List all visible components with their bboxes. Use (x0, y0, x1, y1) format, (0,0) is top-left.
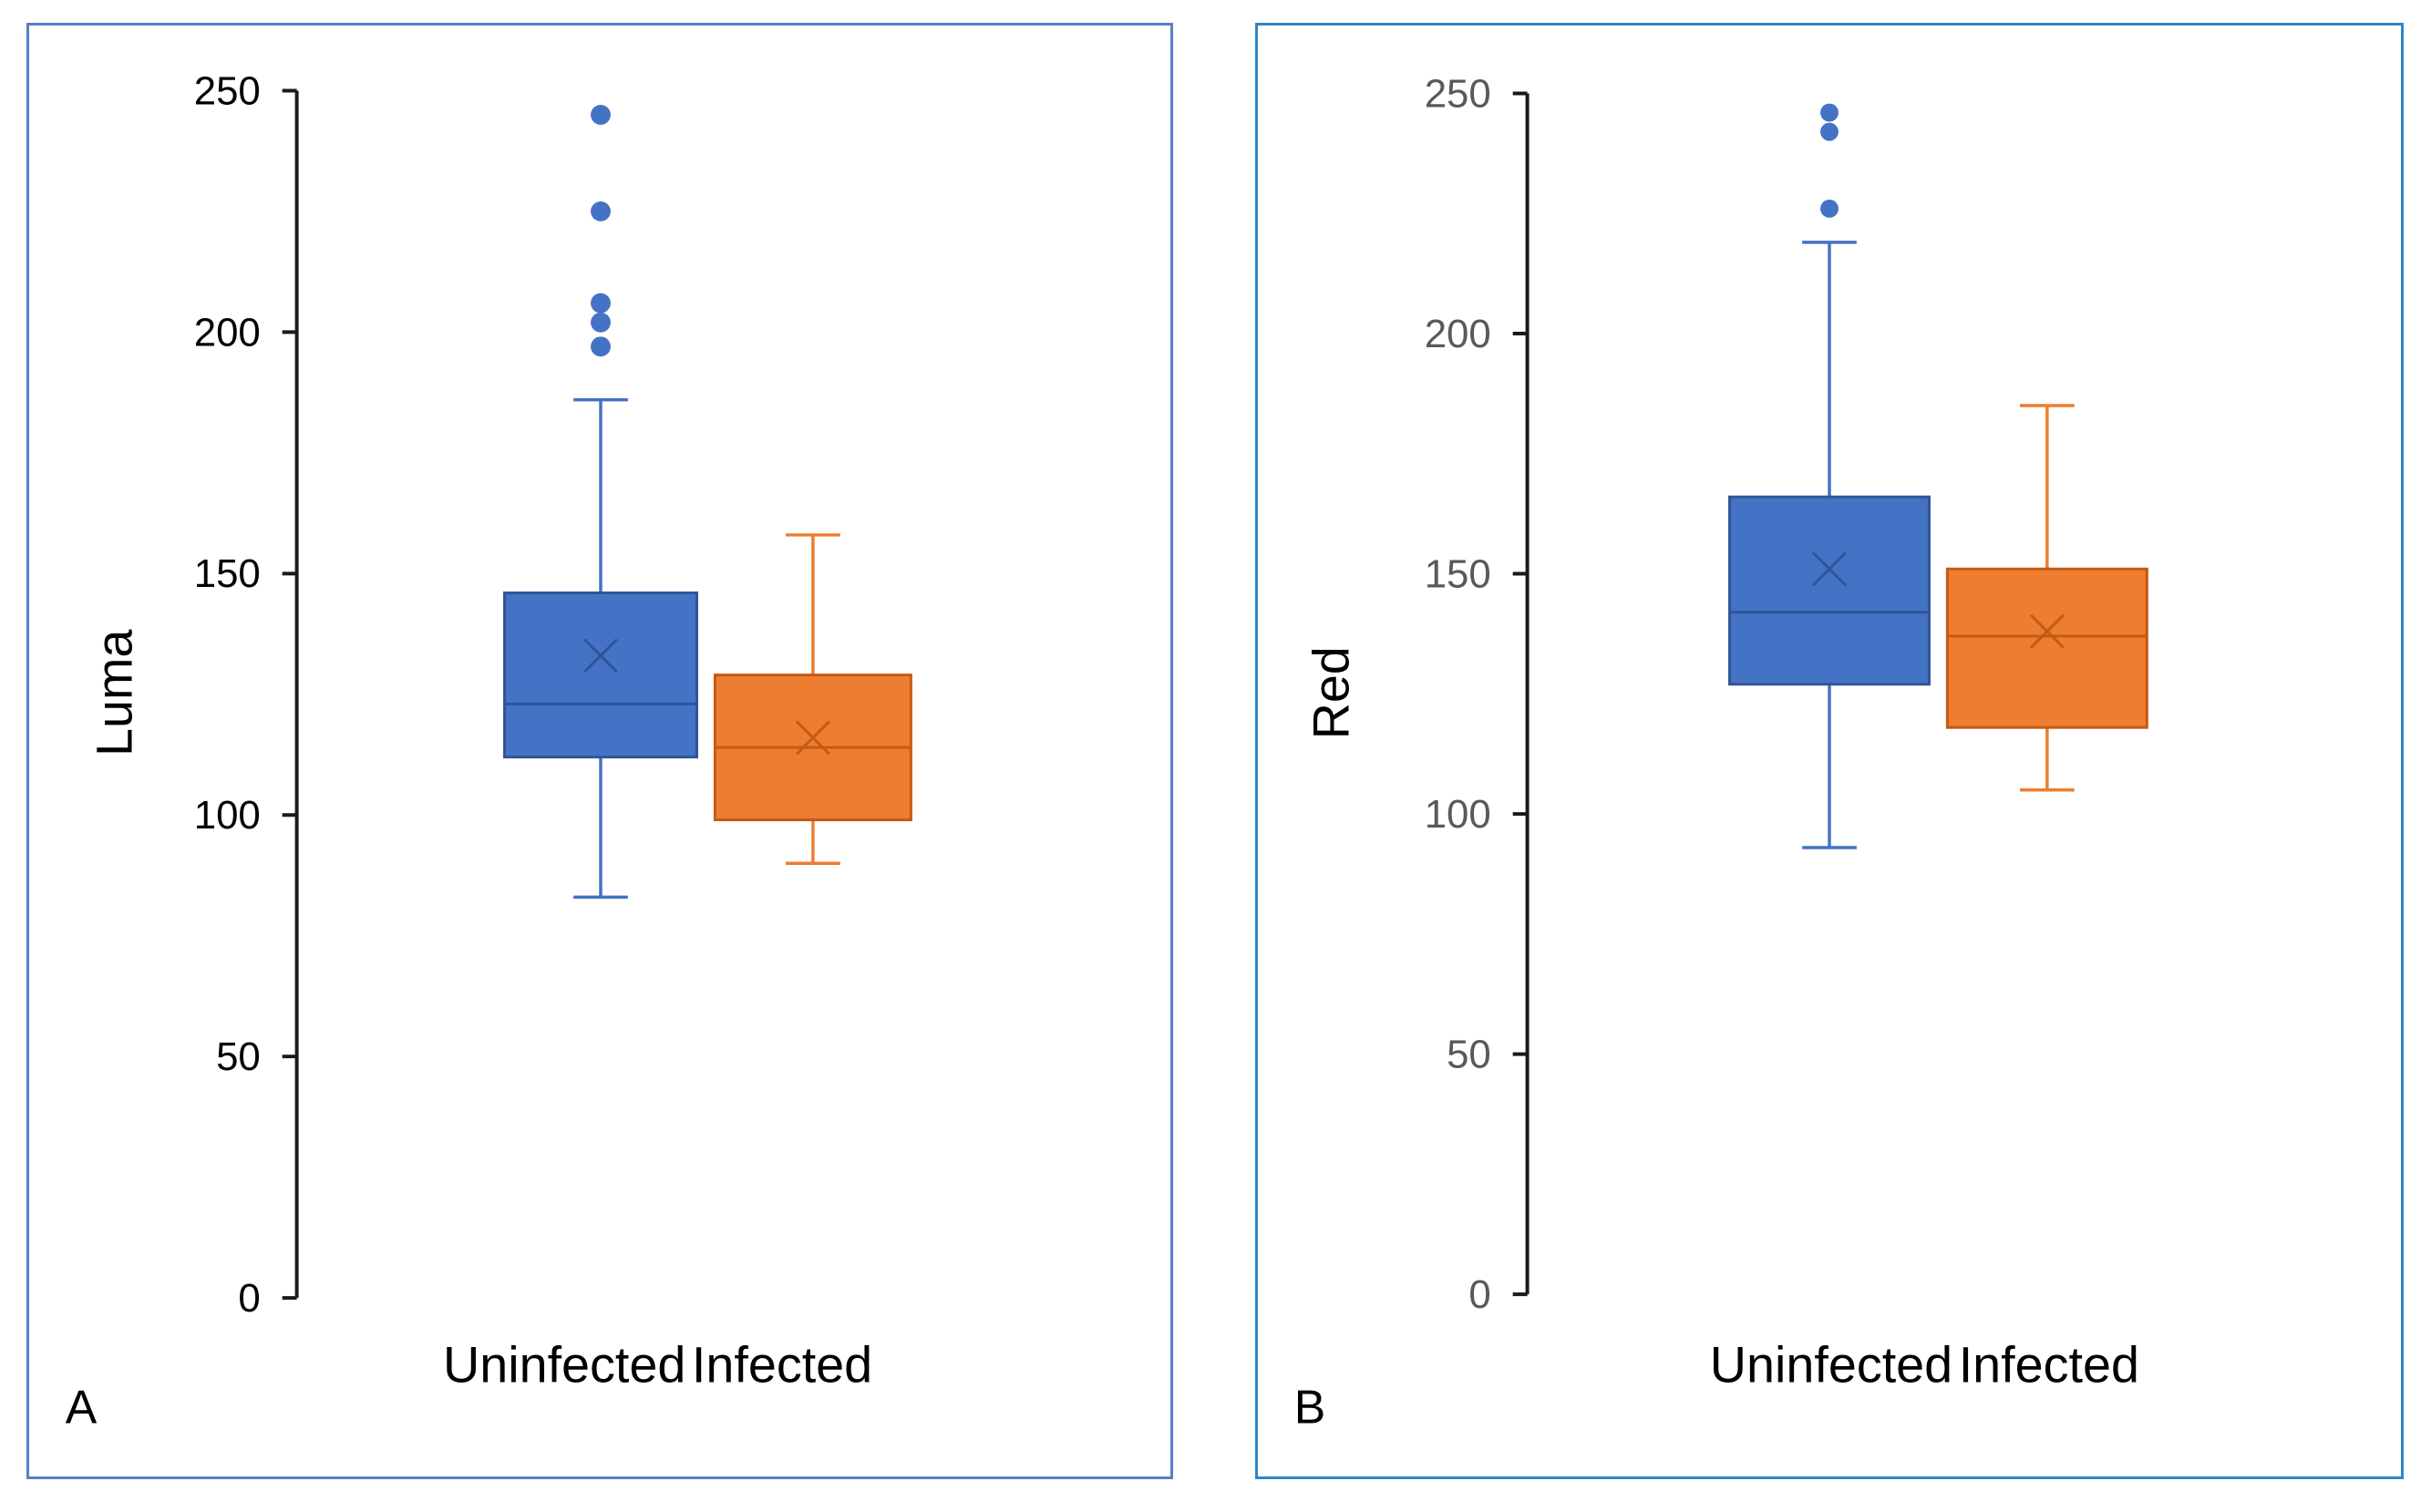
y-tick-label-100: 100 (1425, 792, 1491, 837)
infected-box (1945, 567, 2148, 729)
uninfected-box (1728, 495, 1931, 686)
uninfected-mean-marker (583, 638, 618, 674)
y-tick-label-50: 50 (1447, 1033, 1491, 1077)
y-tick-label-0: 0 (1468, 1272, 1490, 1317)
uninfected-box (503, 591, 698, 759)
infected-mean-marker (2029, 613, 2065, 649)
uninfected-outlier-2 (1820, 103, 1839, 122)
uninfected-outlier-1 (1820, 122, 1839, 141)
category-label-infected: Infected (1959, 1337, 2139, 1394)
uninfected-outlier-1 (591, 312, 611, 333)
y-axis-title: Red (1303, 646, 1360, 739)
chart-a-svg: 0 50 100 150 200 250 Luma Uninfected Infected A (66, 68, 912, 1433)
category-label-infected: Infected (692, 1337, 872, 1394)
y-tick-label-150: 150 (1425, 551, 1491, 596)
y-tick-label-200: 200 (1425, 312, 1491, 356)
uninfected-outlier-0 (591, 336, 611, 357)
y-tick-label-200: 200 (194, 310, 261, 355)
chart-b-svg: 0 50 100 150 200 250 Red Uninfected Infected B (1294, 71, 2148, 1433)
y-tick-label-50: 50 (216, 1034, 261, 1079)
infected-mean-marker (795, 720, 830, 756)
chart-panel-a: 0 50 100 150 200 250 Luma Uninfected Infected A (26, 23, 1173, 1479)
uninfected-outlier-2 (591, 293, 611, 314)
chart-panel-b: 0 50 100 150 200 250 Red Uninfected Infected B (1255, 23, 2404, 1479)
y-tick-label-0: 0 (238, 1276, 260, 1321)
y-tick-label-250: 250 (194, 68, 261, 113)
uninfected-outlier-0 (1820, 199, 1839, 218)
uninfected-outlier-3 (591, 201, 611, 221)
y-tick-label-150: 150 (194, 551, 261, 596)
panel-letter: A (66, 1380, 98, 1433)
category-label-uninfected: Uninfected (1710, 1337, 1952, 1394)
y-axis-title: Luma (86, 630, 142, 756)
uninfected-outlier-4 (591, 105, 611, 125)
y-tick-label-250: 250 (1425, 71, 1491, 116)
y-tick-label-100: 100 (194, 793, 261, 838)
category-label-uninfected: Uninfected (443, 1337, 685, 1394)
uninfected-mean-marker (1812, 551, 1847, 587)
panel-letter: B (1294, 1380, 1326, 1433)
